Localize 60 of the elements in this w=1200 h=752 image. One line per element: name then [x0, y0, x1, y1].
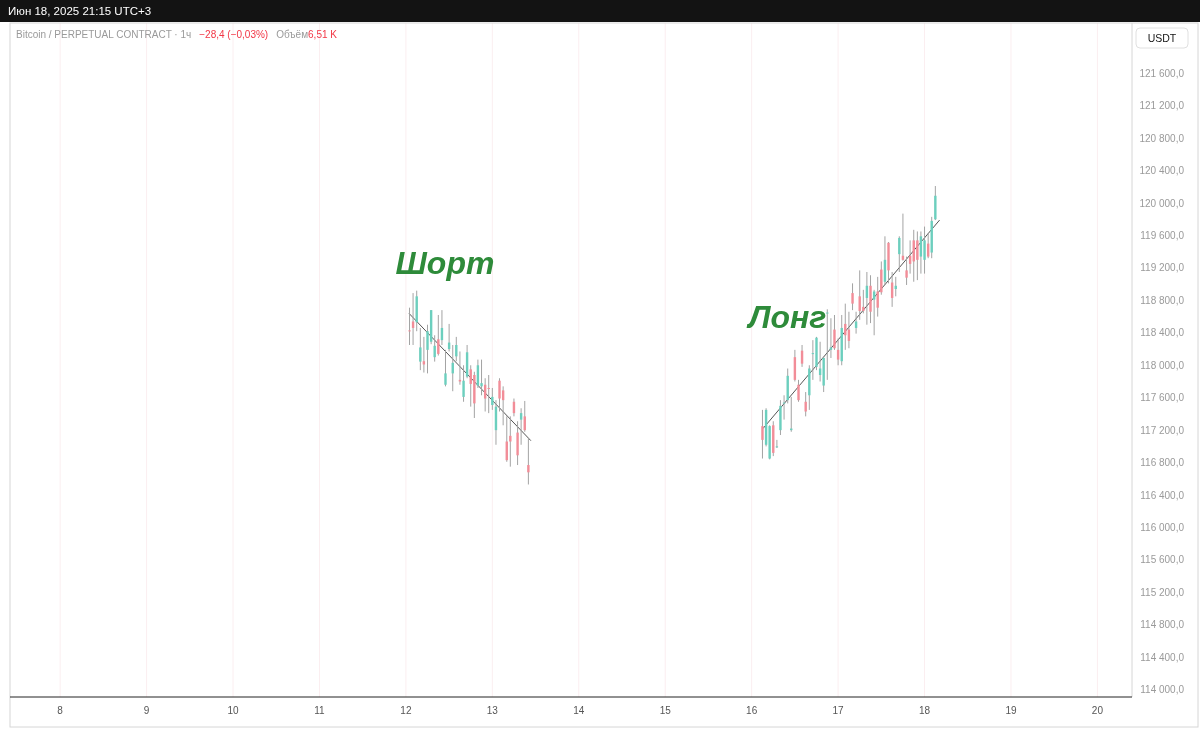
- x-tick-label: 17: [832, 705, 845, 716]
- x-tick-label: 12: [400, 705, 412, 716]
- x-tick-label: 16: [746, 705, 758, 716]
- x-tick-label: 9: [143, 705, 150, 716]
- candlestick: [826, 308, 829, 381]
- candlestick: [444, 349, 447, 387]
- x-tick-label: 15: [659, 705, 672, 716]
- y-tick-label: 116 000,0: [1140, 521, 1185, 533]
- y-tick-label: 121 600,0: [1139, 67, 1185, 79]
- candlestick: [433, 334, 436, 363]
- x-tick-label: 18: [918, 705, 931, 716]
- x-tick-label: 10: [227, 705, 240, 716]
- candlestick: [480, 359, 483, 396]
- text: Июн 18, 2025 21:15 UTC+3: [8, 5, 152, 17]
- text: −28,4 (−0,03%): [199, 29, 269, 40]
- candlestick: [916, 230, 919, 281]
- y-axis-title: USDT: [1147, 32, 1177, 44]
- y-tick-label: 118 000,0: [1140, 359, 1185, 371]
- candlestick: [527, 437, 530, 485]
- candlestick: [923, 226, 926, 275]
- y-tick-label: 119 600,0: [1140, 230, 1185, 241]
- y-tick-label: 119 200,0: [1140, 262, 1185, 274]
- candlestick: [851, 282, 854, 311]
- y-tick-label: 115 600,0: [1140, 554, 1185, 566]
- y-tick-label: 118 400,0: [1140, 327, 1185, 339]
- y-tick-label: 116 400,0: [1140, 489, 1185, 501]
- y-tick-label: 116 800,0: [1140, 457, 1185, 469]
- y-tick-label: 117 200,0: [1140, 424, 1185, 436]
- x-tick-label: 8: [57, 705, 64, 716]
- x-tick-label: 13: [486, 705, 499, 716]
- y-tick-label: 121 200,0: [1139, 100, 1185, 112]
- y-tick-label: 120 400,0: [1139, 165, 1185, 177]
- annotation: 6,51 K: [308, 29, 338, 40]
- candlestick: [761, 409, 764, 460]
- y-tick-label: 114 400,0: [1140, 651, 1185, 663]
- candlestick: [509, 415, 512, 468]
- y-tick-label: 114 800,0: [1140, 619, 1185, 631]
- candlestick: [487, 374, 490, 414]
- y-tick-label: 114 000,0: [1140, 684, 1185, 696]
- candlestick: [804, 391, 807, 417]
- candlestick: [437, 314, 440, 357]
- text: Bitcoin / PERPETUAL CONTRACT · 1ч: [16, 29, 192, 40]
- y-tick-label: 118 800,0: [1140, 294, 1185, 306]
- candlestick: [775, 439, 779, 449]
- candlestick: [419, 327, 422, 371]
- candlestick: [797, 379, 800, 403]
- y-tick-label: 117 600,0: [1140, 392, 1185, 404]
- y-tick-label: 120 000,0: [1139, 197, 1185, 209]
- x-tick-label: 14: [573, 705, 585, 716]
- x-tick-label: 19: [1005, 705, 1017, 716]
- annotation: Объём: [276, 29, 309, 40]
- y-tick-label: 115 200,0: [1140, 586, 1185, 598]
- x-tick-label: 20: [1091, 705, 1104, 716]
- x-tick-label: 11: [314, 705, 326, 716]
- annotation: Шорт: [395, 244, 495, 281]
- annotation: Лонг: [746, 299, 827, 335]
- candlestick: [829, 317, 833, 359]
- candlestick: [872, 289, 876, 336]
- candlestick: [934, 185, 937, 221]
- y-tick-label: 120 800,0: [1139, 132, 1185, 144]
